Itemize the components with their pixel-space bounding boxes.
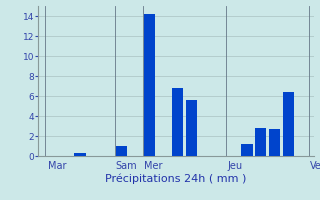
Bar bbox=[241, 144, 252, 156]
Bar bbox=[283, 92, 294, 156]
Bar bbox=[255, 128, 267, 156]
X-axis label: Précipitations 24h ( mm ): Précipitations 24h ( mm ) bbox=[105, 174, 247, 184]
Bar bbox=[269, 129, 280, 156]
Bar bbox=[116, 146, 127, 156]
Bar bbox=[186, 100, 197, 156]
Bar bbox=[74, 153, 86, 156]
Bar bbox=[172, 88, 183, 156]
Bar bbox=[144, 14, 155, 156]
